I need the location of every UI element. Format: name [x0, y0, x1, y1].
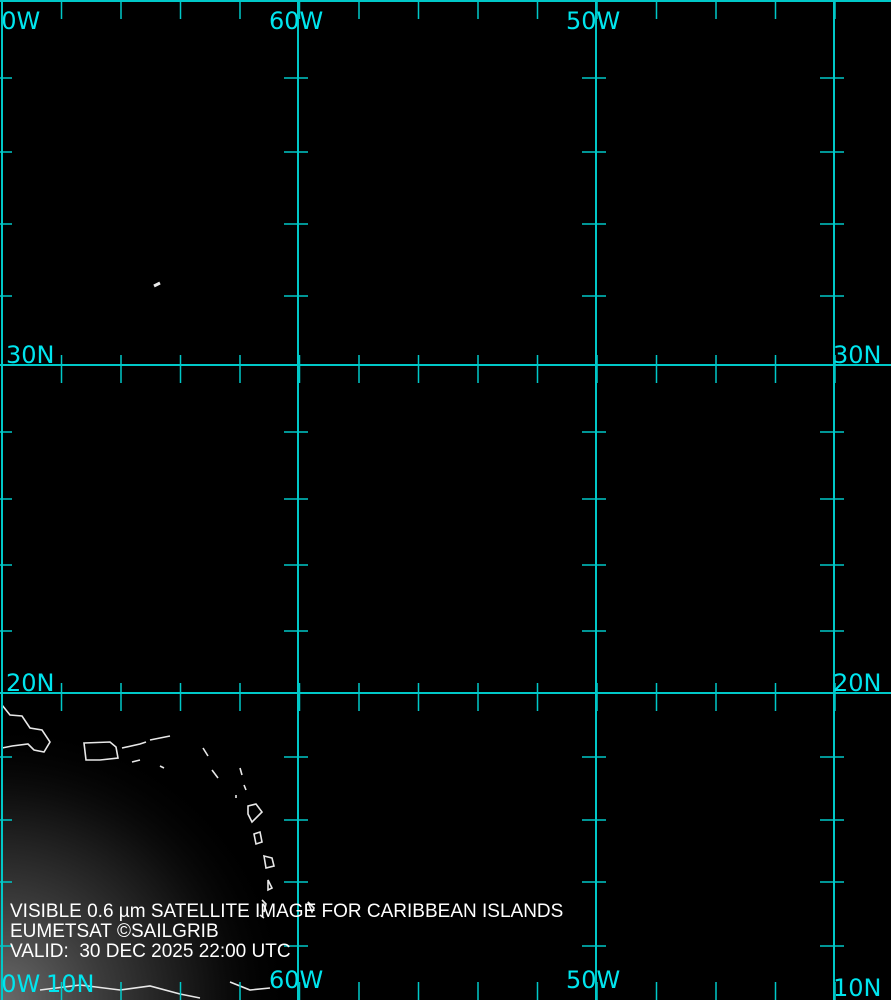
- lon-label-top-70w: 70W: [0, 7, 41, 35]
- lat-label-left-10n: 10N: [46, 970, 95, 998]
- small-island: [153, 281, 161, 288]
- lon-label-top-50w: 50W: [566, 7, 621, 35]
- puerto-rico-coast: [83, 741, 119, 761]
- lon-label-bottom-50w: 50W: [566, 966, 621, 994]
- lat-label-right-10n: 10N: [833, 974, 882, 1000]
- lon-label-bottom-60w: 60W: [269, 966, 324, 994]
- coastlines: [1, 281, 315, 999]
- hispaniola-coast: [1, 704, 51, 753]
- south-america-coast: [39, 981, 271, 999]
- lat-label-left-30n: 30N: [6, 341, 55, 369]
- caption-credit: EUMETSAT ©SAILGRIB: [10, 921, 219, 942]
- curacao-coast: [159, 765, 165, 769]
- lat-label-right-30n: 30N: [833, 341, 882, 369]
- lon-label-bottom-70w: 70W: [0, 970, 41, 998]
- virgin-islands-coast: [121, 735, 171, 763]
- image-caption: VISIBLE 0.6 µm SATELLITE IMAGE FOR CARIB…: [10, 902, 563, 962]
- lat-label-right-20n: 20N: [833, 669, 882, 697]
- lon-label-top-60w: 60W: [269, 7, 324, 35]
- lat-label-left-20n: 20N: [6, 669, 55, 697]
- leeward-islands: [202, 747, 315, 919]
- caption-valid-time: VALID: 30 DEC 2025 22:00 UTC: [10, 941, 291, 962]
- caption-title: VISIBLE 0.6 µm SATELLITE IMAGE FOR CARIB…: [10, 901, 564, 922]
- cloud-haze: [0, 600, 420, 1000]
